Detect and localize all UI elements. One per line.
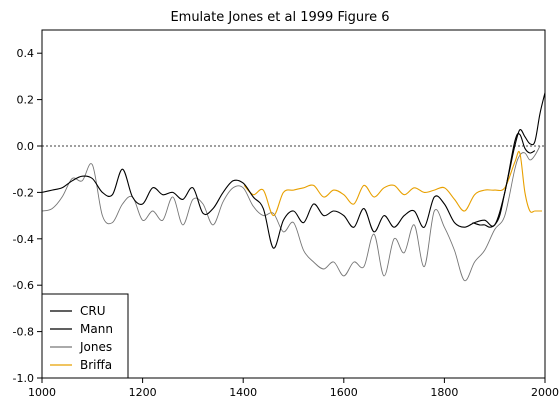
series-line-jones [41, 145, 541, 282]
y-tick-label: -1.0 [13, 372, 34, 385]
axes: 1000 1200 1400 1600 1800 2000 -1.0 -0.8 -0.6 -0.4… [13, 47, 559, 399]
chart-title: Emulate Jones et al 1999 Figure 6 [170, 10, 389, 25]
x-tick-label: 1600 [330, 386, 358, 399]
y-tick-label: -0.8 [13, 326, 34, 339]
series-line-briffa [243, 150, 542, 217]
plot-frame [41, 29, 546, 379]
legend-label-briffa: Briffa [80, 358, 112, 372]
x-tick-label: 1400 [229, 386, 257, 399]
x-tick-label: 2000 [531, 386, 559, 399]
y-tick-label: -0.6 [13, 279, 34, 292]
plot-area [41, 92, 546, 282]
legend-label-mann: Mann [80, 322, 113, 336]
y-tick-label: 0.2 [17, 94, 35, 107]
y-tick-label: 0.0 [17, 140, 35, 153]
x-tick-label: 1200 [129, 386, 157, 399]
y-tick-label: 0.4 [17, 47, 35, 60]
legend: CRU Mann Jones Briffa [41, 293, 129, 379]
legend-label-cru: CRU [80, 304, 106, 318]
x-tick-label: 1000 [28, 386, 56, 399]
x-tick-label: 1800 [430, 386, 458, 399]
legend-label-jones: Jones [79, 340, 112, 354]
series-line-cru [472, 92, 546, 228]
y-tick-label: -0.4 [13, 233, 34, 246]
y-tick-label: -0.2 [13, 186, 34, 199]
legend-box [41, 293, 129, 379]
series-line-mann [41, 132, 536, 249]
